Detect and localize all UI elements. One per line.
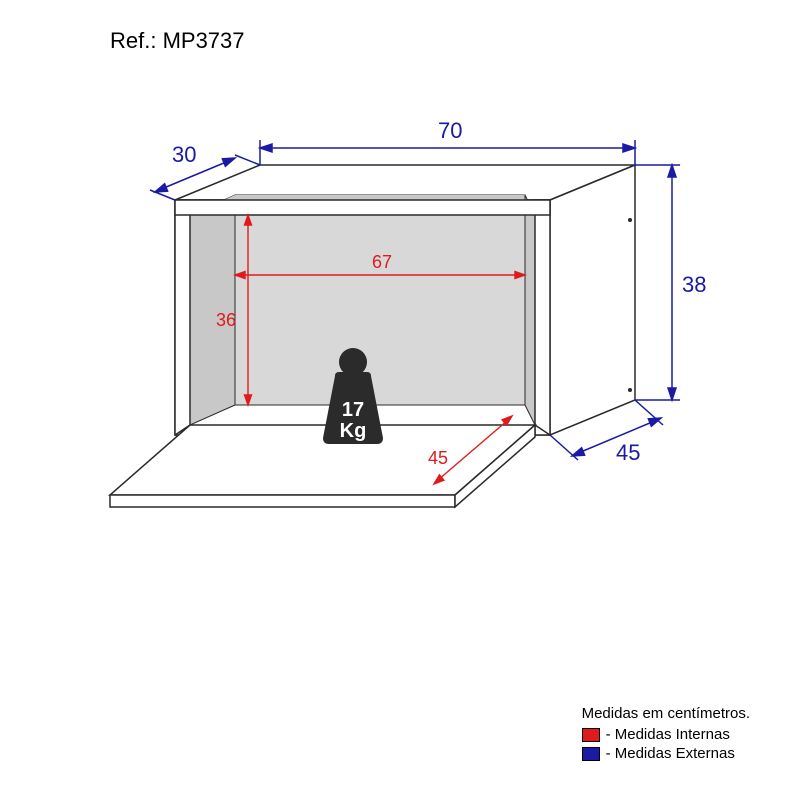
legend-row-internal: - Medidas Internas bbox=[582, 726, 750, 743]
legend-external-label: - Medidas Externas bbox=[606, 745, 735, 762]
dim-ext-depth-top: 30 bbox=[172, 142, 196, 168]
dim-int-width: 67 bbox=[372, 252, 392, 273]
weight-value: 17 bbox=[342, 399, 364, 421]
swatch-internal bbox=[582, 728, 600, 742]
legend-row-external: - Medidas Externas bbox=[582, 745, 750, 762]
weight-badge: 17 Kg bbox=[320, 400, 386, 442]
legend: Medidas em centímetros. - Medidas Intern… bbox=[582, 705, 750, 762]
diagram bbox=[0, 0, 800, 805]
legend-internal-label: - Medidas Internas bbox=[606, 726, 730, 743]
legend-title: Medidas em centímetros. bbox=[582, 705, 750, 722]
swatch-external bbox=[582, 747, 600, 761]
dim-int-height: 36 bbox=[216, 310, 236, 331]
dim-ext-height: 38 bbox=[682, 272, 706, 298]
weight-unit: Kg bbox=[340, 420, 367, 442]
dim-int-depth: 45 bbox=[428, 448, 448, 469]
dim-ext-depth-bottom: 45 bbox=[616, 440, 640, 466]
dim-ext-width: 70 bbox=[438, 118, 462, 144]
